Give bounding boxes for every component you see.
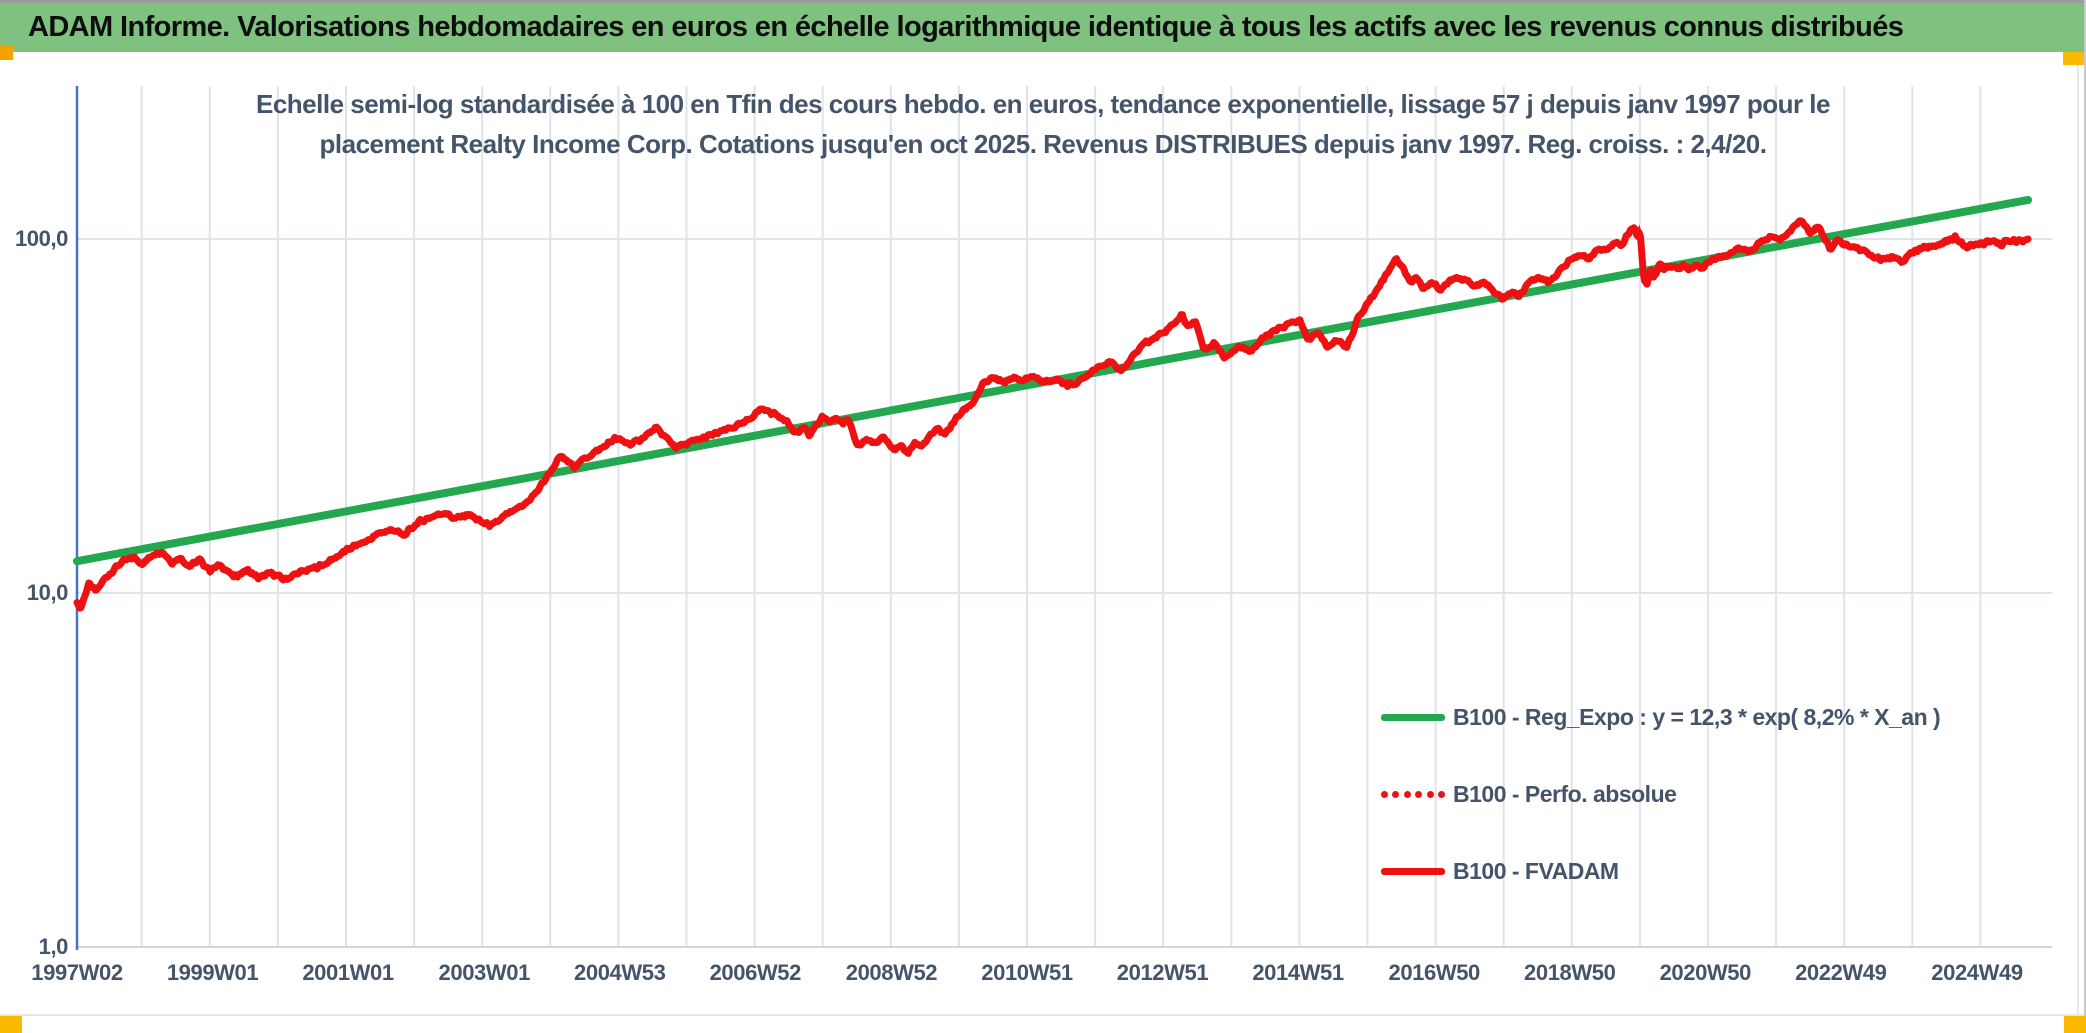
- chart-subtitle-line2: placement Realty Income Corp. Cotations …: [319, 129, 1767, 159]
- x-tick-label: 2020W50: [1659, 960, 1752, 985]
- corner-square-bottom-right: [2064, 1016, 2086, 1033]
- x-tick-label: 2018W50: [1524, 960, 1616, 985]
- x-tick-label: 2014W51: [1252, 960, 1344, 985]
- perfo-absolue-series: [74, 218, 2031, 612]
- dotted-line-icon: [1381, 790, 1445, 798]
- window-top-edge: [0, 0, 2086, 3]
- chart-frame-bottom-border: [0, 1014, 2086, 1016]
- x-tick-label: 2006W52: [709, 960, 802, 985]
- x-tick-label: 2004W53: [574, 960, 666, 985]
- corner-square-top-right: [2063, 52, 2084, 65]
- x-tick-label: 2008W52: [845, 960, 938, 985]
- legend-item: B100 - Perfo. absolue: [1381, 774, 1940, 814]
- legend-label: B100 - FVADAM: [1453, 857, 1619, 884]
- x-tick-label: 1999W01: [166, 960, 259, 985]
- title-bar: ADAM Informe. Valorisations hebdomadaire…: [0, 3, 2086, 52]
- x-tick-label: 2010W51: [981, 960, 1073, 985]
- x-tick-label: 2024W49: [1931, 960, 2023, 985]
- chart-legend: B100 - Reg_Expo : y = 12,3 * exp( 8,2% *…: [1381, 697, 1941, 928]
- x-tick-label: 2001W01: [302, 960, 394, 985]
- line-swatch-icon: [1381, 867, 1445, 875]
- legend-item: B100 - FVADAM: [1381, 851, 1940, 891]
- legend-label: B100 - Reg_Expo : y = 12,3 * exp( 8,2% *…: [1453, 703, 1941, 730]
- y-tick-label: 100,0: [14, 226, 68, 251]
- x-tick-label: 1997W02: [31, 960, 123, 985]
- x-tick-label: 2012W51: [1116, 960, 1209, 985]
- window-right-edge: [2084, 0, 2086, 1033]
- line-swatch-icon: [1381, 713, 1445, 721]
- fvadam-series: [73, 217, 2032, 612]
- legend-item: B100 - Reg_Expo : y = 12,3 * exp( 8,2% *…: [1381, 697, 1941, 737]
- page-title: ADAM Informe. Valorisations hebdomadaire…: [28, 11, 1904, 43]
- x-tick-label: 2016W50: [1388, 960, 1481, 985]
- chart-subtitle-line1: Echelle semi-log standardisée à 100 en T…: [255, 89, 1831, 119]
- y-tick-label: 10,0: [26, 580, 69, 605]
- chart-subtitle: Echelle semi-log standardisée à 100 en T…: [0, 84, 2086, 164]
- chart-frame-right-border: [2077, 52, 2079, 1015]
- legend-label: B100 - Perfo. absolue: [1453, 780, 1677, 807]
- corner-square-top-left: [0, 46, 13, 60]
- y-tick-label: 1,0: [38, 934, 69, 959]
- x-tick-label: 2022W49: [1795, 960, 1887, 985]
- corner-square-bottom-left: [0, 1016, 22, 1033]
- x-tick-label: 2003W01: [438, 960, 531, 985]
